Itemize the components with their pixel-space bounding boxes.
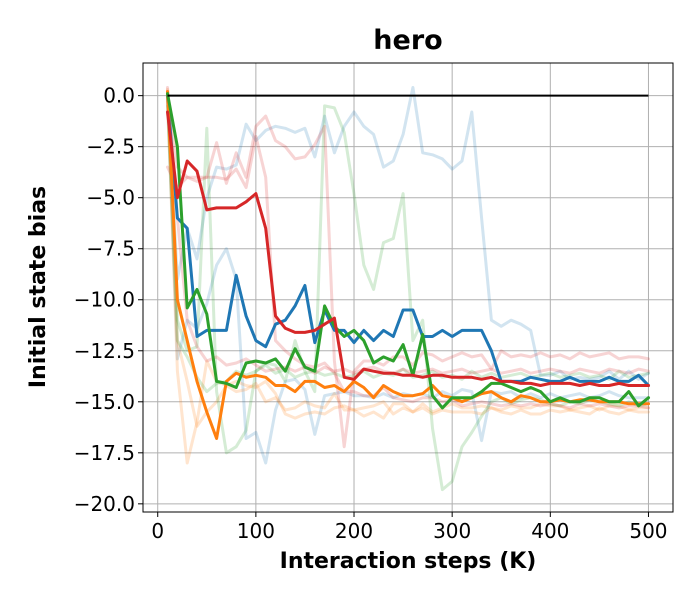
x-axis-label: Interaction steps (K) bbox=[280, 549, 537, 574]
y-tick-label: −5.0 bbox=[86, 186, 135, 210]
y-tick-label: −12.5 bbox=[74, 339, 135, 363]
series-group bbox=[166, 86, 650, 492]
y-tick-label: −7.5 bbox=[86, 237, 135, 261]
y-tick-label: −10.0 bbox=[74, 288, 135, 312]
grid bbox=[143, 63, 673, 512]
faint-series-line-red bbox=[166, 135, 650, 410]
x-tick-label: 400 bbox=[531, 519, 569, 543]
plot-frame bbox=[142, 62, 674, 513]
faint-series-line-green bbox=[166, 104, 650, 394]
x-tick-label: 500 bbox=[629, 519, 667, 543]
y-tick-label: −15.0 bbox=[74, 390, 135, 414]
y-tick-label: −20.0 bbox=[74, 492, 135, 516]
y-tick-label: −17.5 bbox=[74, 441, 135, 465]
series-line-green bbox=[166, 92, 650, 410]
axis-ticks: 0 100 200 300 400 500 0.0 −2.5 −5.0 −7.5 −10.0 −12.… bbox=[74, 84, 668, 543]
faint-series-line-orange bbox=[166, 88, 650, 428]
x-tick-label: 0 bbox=[151, 519, 164, 543]
y-tick-label: −2.5 bbox=[86, 135, 135, 159]
chart-title: hero bbox=[373, 25, 442, 56]
x-tick-label: 100 bbox=[237, 519, 275, 543]
series-line-blue bbox=[166, 94, 650, 387]
y-tick-label: 0.0 bbox=[103, 84, 135, 108]
x-tick-label: 200 bbox=[335, 519, 373, 543]
y-axis-label: Initial state bias bbox=[26, 186, 51, 388]
faint-series-line-orange bbox=[166, 94, 650, 465]
series-line-red bbox=[166, 110, 650, 387]
x-tick-label: 300 bbox=[433, 519, 471, 543]
faint-series-line-red bbox=[166, 86, 650, 375]
